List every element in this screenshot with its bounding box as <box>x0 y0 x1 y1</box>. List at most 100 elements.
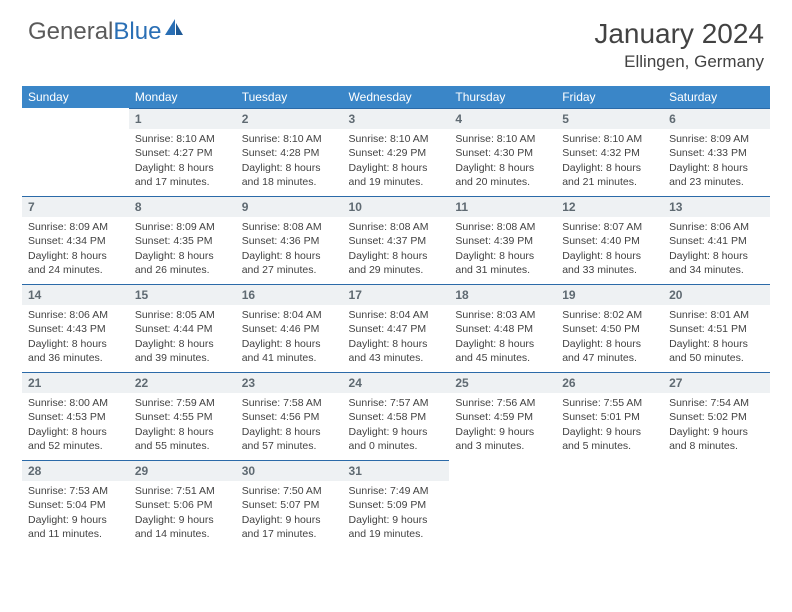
logo-sail-icon <box>163 16 185 44</box>
day-number: 6 <box>663 108 770 129</box>
calendar-day-cell: 9Sunrise: 8:08 AMSunset: 4:36 PMDaylight… <box>236 196 343 284</box>
daylight-text: Daylight: 8 hours and 45 minutes. <box>455 337 550 365</box>
daylight-text: Daylight: 9 hours and 14 minutes. <box>135 513 230 541</box>
calendar-day-cell: 2Sunrise: 8:10 AMSunset: 4:28 PMDaylight… <box>236 108 343 196</box>
calendar-day-cell: 17Sunrise: 8:04 AMSunset: 4:47 PMDayligh… <box>343 284 450 372</box>
title-block: January 2024 Ellingen, Germany <box>594 18 764 72</box>
sunset-text: Sunset: 4:58 PM <box>349 410 444 424</box>
day-body: Sunrise: 8:07 AMSunset: 4:40 PMDaylight:… <box>556 217 663 281</box>
sunset-text: Sunset: 4:36 PM <box>242 234 337 248</box>
day-body: Sunrise: 8:04 AMSunset: 4:46 PMDaylight:… <box>236 305 343 369</box>
sunset-text: Sunset: 4:30 PM <box>455 146 550 160</box>
calendar-table: Sunday Monday Tuesday Wednesday Thursday… <box>22 86 770 548</box>
calendar-day-cell: 20Sunrise: 8:01 AMSunset: 4:51 PMDayligh… <box>663 284 770 372</box>
day-body: Sunrise: 7:50 AMSunset: 5:07 PMDaylight:… <box>236 481 343 545</box>
day-body: Sunrise: 8:03 AMSunset: 4:48 PMDaylight:… <box>449 305 556 369</box>
day-body: Sunrise: 7:56 AMSunset: 4:59 PMDaylight:… <box>449 393 556 457</box>
header: GeneralBlue January 2024 Ellingen, Germa… <box>0 0 792 78</box>
day-body: Sunrise: 8:08 AMSunset: 4:37 PMDaylight:… <box>343 217 450 281</box>
daylight-text: Daylight: 8 hours and 36 minutes. <box>28 337 123 365</box>
sunrise-text: Sunrise: 8:04 AM <box>349 308 444 322</box>
daylight-text: Daylight: 8 hours and 18 minutes. <box>242 161 337 189</box>
sunset-text: Sunset: 5:09 PM <box>349 498 444 512</box>
sunset-text: Sunset: 5:06 PM <box>135 498 230 512</box>
month-title: January 2024 <box>594 18 764 50</box>
calendar-day-cell: 29Sunrise: 7:51 AMSunset: 5:06 PMDayligh… <box>129 460 236 548</box>
day-number: 27 <box>663 372 770 393</box>
daylight-text: Daylight: 8 hours and 21 minutes. <box>562 161 657 189</box>
sunrise-text: Sunrise: 7:53 AM <box>28 484 123 498</box>
daylight-text: Daylight: 9 hours and 19 minutes. <box>349 513 444 541</box>
calendar-day-cell: 5Sunrise: 8:10 AMSunset: 4:32 PMDaylight… <box>556 108 663 196</box>
sunset-text: Sunset: 5:01 PM <box>562 410 657 424</box>
sunrise-text: Sunrise: 8:03 AM <box>455 308 550 322</box>
sunrise-text: Sunrise: 7:51 AM <box>135 484 230 498</box>
weekday-header: Thursday <box>449 86 556 108</box>
sunrise-text: Sunrise: 8:00 AM <box>28 396 123 410</box>
sunrise-text: Sunrise: 7:49 AM <box>349 484 444 498</box>
day-body: Sunrise: 8:10 AMSunset: 4:28 PMDaylight:… <box>236 129 343 193</box>
calendar-day-cell: 15Sunrise: 8:05 AMSunset: 4:44 PMDayligh… <box>129 284 236 372</box>
day-number: 22 <box>129 372 236 393</box>
sunrise-text: Sunrise: 8:05 AM <box>135 308 230 322</box>
day-body: Sunrise: 8:10 AMSunset: 4:27 PMDaylight:… <box>129 129 236 193</box>
weekday-header: Sunday <box>22 86 129 108</box>
daylight-text: Daylight: 8 hours and 52 minutes. <box>28 425 123 453</box>
sunrise-text: Sunrise: 7:59 AM <box>135 396 230 410</box>
sunset-text: Sunset: 4:44 PM <box>135 322 230 336</box>
calendar-day-cell: 23Sunrise: 7:58 AMSunset: 4:56 PMDayligh… <box>236 372 343 460</box>
daylight-text: Daylight: 9 hours and 0 minutes. <box>349 425 444 453</box>
sunrise-text: Sunrise: 7:50 AM <box>242 484 337 498</box>
sunrise-text: Sunrise: 7:57 AM <box>349 396 444 410</box>
day-number: 8 <box>129 196 236 217</box>
sunrise-text: Sunrise: 8:10 AM <box>242 132 337 146</box>
sunset-text: Sunset: 4:27 PM <box>135 146 230 160</box>
sunset-text: Sunset: 4:35 PM <box>135 234 230 248</box>
day-number: 14 <box>22 284 129 305</box>
sunrise-text: Sunrise: 8:01 AM <box>669 308 764 322</box>
daylight-text: Daylight: 8 hours and 23 minutes. <box>669 161 764 189</box>
calendar-day-cell: 8Sunrise: 8:09 AMSunset: 4:35 PMDaylight… <box>129 196 236 284</box>
sunset-text: Sunset: 4:37 PM <box>349 234 444 248</box>
weekday-header-row: Sunday Monday Tuesday Wednesday Thursday… <box>22 86 770 108</box>
day-body: Sunrise: 8:10 AMSunset: 4:30 PMDaylight:… <box>449 129 556 193</box>
day-number: 7 <box>22 196 129 217</box>
sunset-text: Sunset: 5:07 PM <box>242 498 337 512</box>
sunset-text: Sunset: 4:55 PM <box>135 410 230 424</box>
day-body: Sunrise: 8:09 AMSunset: 4:34 PMDaylight:… <box>22 217 129 281</box>
day-number: 11 <box>449 196 556 217</box>
logo: GeneralBlue <box>28 18 185 46</box>
day-body: Sunrise: 7:49 AMSunset: 5:09 PMDaylight:… <box>343 481 450 545</box>
day-body: Sunrise: 8:02 AMSunset: 4:50 PMDaylight:… <box>556 305 663 369</box>
day-body: Sunrise: 8:10 AMSunset: 4:32 PMDaylight:… <box>556 129 663 193</box>
calendar-day-cell: 16Sunrise: 8:04 AMSunset: 4:46 PMDayligh… <box>236 284 343 372</box>
sunrise-text: Sunrise: 7:55 AM <box>562 396 657 410</box>
sunrise-text: Sunrise: 7:56 AM <box>455 396 550 410</box>
day-number: 25 <box>449 372 556 393</box>
weekday-header: Saturday <box>663 86 770 108</box>
daylight-text: Daylight: 9 hours and 17 minutes. <box>242 513 337 541</box>
daylight-text: Daylight: 9 hours and 3 minutes. <box>455 425 550 453</box>
sunset-text: Sunset: 4:41 PM <box>669 234 764 248</box>
sunset-text: Sunset: 4:39 PM <box>455 234 550 248</box>
sunrise-text: Sunrise: 8:02 AM <box>562 308 657 322</box>
sunrise-text: Sunrise: 8:07 AM <box>562 220 657 234</box>
sunrise-text: Sunrise: 8:10 AM <box>135 132 230 146</box>
logo-text-1: General <box>28 18 113 46</box>
sunset-text: Sunset: 4:50 PM <box>562 322 657 336</box>
calendar-day-cell <box>663 460 770 548</box>
calendar-day-cell: 26Sunrise: 7:55 AMSunset: 5:01 PMDayligh… <box>556 372 663 460</box>
day-number: 21 <box>22 372 129 393</box>
day-body: Sunrise: 8:06 AMSunset: 4:43 PMDaylight:… <box>22 305 129 369</box>
daylight-text: Daylight: 8 hours and 33 minutes. <box>562 249 657 277</box>
day-body: Sunrise: 8:04 AMSunset: 4:47 PMDaylight:… <box>343 305 450 369</box>
calendar-day-cell: 18Sunrise: 8:03 AMSunset: 4:48 PMDayligh… <box>449 284 556 372</box>
daylight-text: Daylight: 8 hours and 19 minutes. <box>349 161 444 189</box>
calendar-day-cell: 22Sunrise: 7:59 AMSunset: 4:55 PMDayligh… <box>129 372 236 460</box>
sunset-text: Sunset: 4:56 PM <box>242 410 337 424</box>
day-number: 28 <box>22 460 129 481</box>
sunrise-text: Sunrise: 8:08 AM <box>455 220 550 234</box>
day-number: 10 <box>343 196 450 217</box>
day-number: 2 <box>236 108 343 129</box>
calendar-day-cell <box>556 460 663 548</box>
